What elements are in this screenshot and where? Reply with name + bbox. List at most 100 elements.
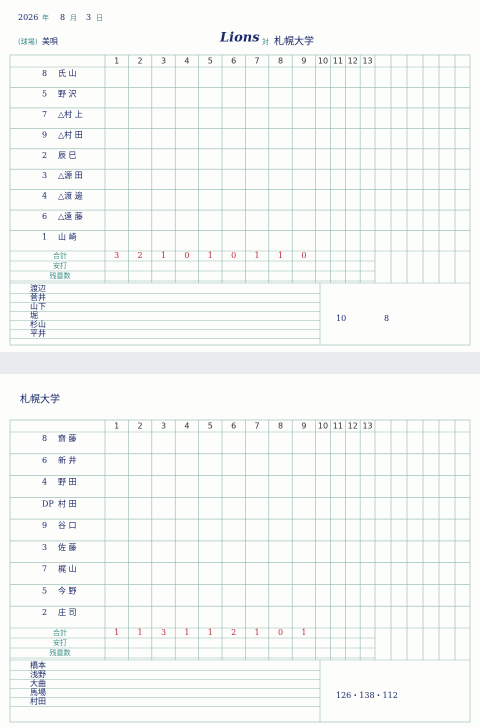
inning-number: 11 bbox=[333, 422, 343, 431]
totals-label: 残塁数 bbox=[50, 271, 71, 280]
inning-number: 8 bbox=[278, 422, 283, 431]
inning-runs: 1 bbox=[255, 628, 260, 637]
note: 8 bbox=[384, 314, 389, 323]
player-name: △源 田 bbox=[58, 171, 83, 180]
pitcher-name: 大曲 bbox=[30, 678, 46, 688]
position: 9 bbox=[42, 130, 47, 139]
player-name: △遠 藤 bbox=[58, 211, 83, 221]
totals-label: 安打 bbox=[53, 261, 67, 270]
pitcher-name: 馬場 bbox=[30, 687, 46, 697]
inning-runs: 3 bbox=[161, 628, 166, 637]
inning-number: 9 bbox=[301, 57, 306, 66]
player-name: 梶 山 bbox=[58, 564, 77, 574]
pitcher-name: 堀 bbox=[30, 311, 38, 320]
inning-number: 7 bbox=[255, 57, 260, 66]
player-name: 庄 司 bbox=[58, 607, 77, 617]
inning-runs: 1 bbox=[278, 251, 283, 260]
inning-number: 6 bbox=[231, 422, 236, 431]
day: 3 bbox=[86, 13, 91, 22]
player-name: 谷 口 bbox=[58, 521, 77, 530]
position: 8 bbox=[42, 69, 47, 78]
inning-number: 1 bbox=[114, 57, 119, 66]
pitcher-name: 橋本 bbox=[30, 660, 46, 670]
note: 126・138・112 bbox=[336, 691, 398, 700]
inning-number: 4 bbox=[184, 422, 189, 431]
inning-runs: 1 bbox=[184, 628, 189, 637]
inning-runs: 1 bbox=[114, 628, 119, 637]
inning-number: 10 bbox=[318, 57, 328, 66]
inning-number: 5 bbox=[208, 57, 213, 66]
inning-runs: 1 bbox=[208, 251, 213, 260]
pitcher-name: 杉山 bbox=[30, 319, 46, 329]
player-name: 新 井 bbox=[58, 455, 77, 465]
inning-number: 13 bbox=[362, 57, 372, 66]
inning-runs: 0 bbox=[301, 251, 306, 260]
position: 2 bbox=[42, 151, 47, 160]
month-unit: 月 bbox=[70, 14, 77, 22]
position: 6 bbox=[42, 456, 47, 465]
player-name: 今 野 bbox=[58, 585, 77, 595]
totals-label: 安打 bbox=[53, 638, 67, 647]
sheet-border bbox=[9, 54, 471, 346]
pitcher-name: 渡辺 bbox=[30, 283, 46, 293]
pitcher-name: 山下 bbox=[30, 301, 46, 311]
inning-number: 1 bbox=[114, 422, 119, 431]
totals-label: 残塁数 bbox=[50, 648, 71, 657]
position: 5 bbox=[42, 586, 47, 595]
player-name: 野 田 bbox=[58, 478, 77, 487]
position: 7 bbox=[42, 110, 47, 119]
inning-number: 3 bbox=[161, 57, 166, 66]
player-name: 山 崎 bbox=[58, 232, 77, 242]
totals-label: 合計 bbox=[53, 251, 67, 260]
pitcher-name: 村田 bbox=[30, 696, 46, 706]
team: Lions bbox=[219, 31, 260, 46]
inning-runs: 1 bbox=[138, 628, 143, 637]
venue: 美唄 bbox=[42, 36, 58, 46]
inning-number: 9 bbox=[301, 422, 306, 431]
inning-runs: 0 bbox=[231, 251, 236, 260]
inning-runs: 2 bbox=[138, 251, 143, 260]
totals-label: 合計 bbox=[53, 628, 67, 637]
vs: 対 bbox=[262, 37, 269, 46]
year: 2026 bbox=[18, 13, 38, 22]
player-name: 辰 巳 bbox=[58, 151, 77, 160]
pitcher-name: 平井 bbox=[30, 328, 46, 338]
position: 7 bbox=[42, 565, 47, 574]
inning-number: 12 bbox=[348, 57, 358, 66]
inning-runs: 1 bbox=[301, 628, 306, 637]
inning-number: 5 bbox=[208, 422, 213, 431]
inning-number: 2 bbox=[138, 57, 143, 66]
year-unit: 年 bbox=[42, 13, 49, 22]
position: 4 bbox=[42, 192, 47, 201]
player-name: 野 沢 bbox=[58, 89, 77, 98]
player-name: △村 田 bbox=[58, 129, 83, 139]
bottom-team: 札幌大学 bbox=[20, 393, 60, 406]
position: 3 bbox=[42, 171, 47, 180]
position: DP bbox=[42, 499, 54, 508]
venue-label: (球場) bbox=[18, 37, 38, 46]
inning-number: 3 bbox=[161, 422, 166, 431]
player-name: 氏 山 bbox=[58, 68, 77, 78]
inning-number: 8 bbox=[278, 57, 283, 66]
pitcher-name: 浅野 bbox=[30, 669, 46, 679]
position: 6 bbox=[42, 212, 47, 221]
inning-runs: 1 bbox=[161, 251, 166, 260]
note: 10 bbox=[336, 314, 346, 323]
position: 8 bbox=[42, 434, 47, 443]
inning-number: 6 bbox=[231, 57, 236, 66]
player-name: △渡 邊 bbox=[58, 191, 83, 201]
position: 9 bbox=[42, 521, 47, 530]
inning-number: 13 bbox=[362, 422, 372, 431]
position: 2 bbox=[42, 608, 47, 617]
inning-number: 2 bbox=[138, 422, 143, 431]
inning-number: 4 bbox=[184, 57, 189, 66]
inning-runs: 0 bbox=[184, 251, 189, 260]
position: 3 bbox=[42, 543, 47, 552]
inning-number: 11 bbox=[333, 57, 343, 66]
inning-runs: 0 bbox=[278, 628, 283, 637]
inning-runs: 2 bbox=[231, 628, 236, 637]
sheet-border bbox=[9, 419, 471, 723]
inning-runs: 1 bbox=[255, 251, 260, 260]
pitcher-name: 菅井 bbox=[30, 292, 46, 302]
